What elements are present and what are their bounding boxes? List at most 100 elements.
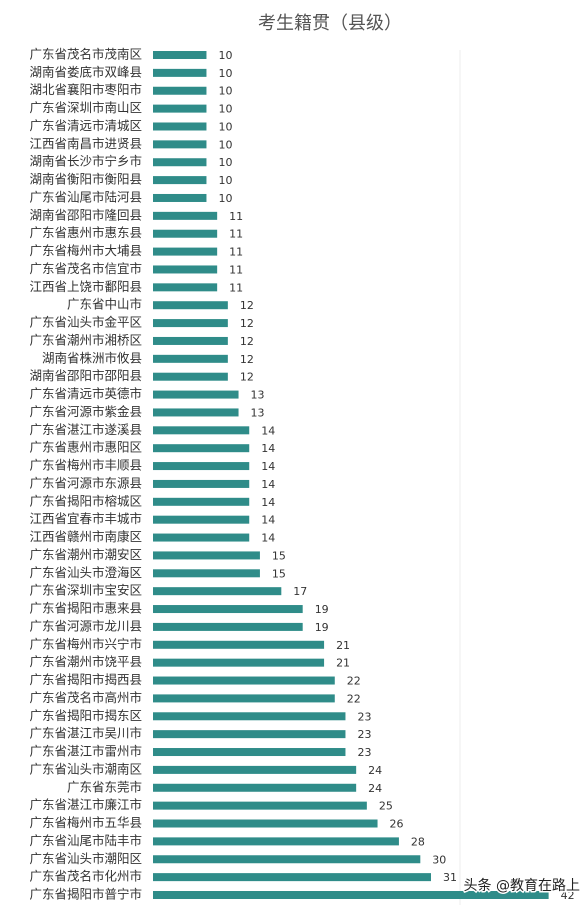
bar <box>153 640 325 649</box>
bar <box>153 676 335 685</box>
value-label: 10 <box>218 49 232 62</box>
bar <box>153 533 250 542</box>
category-label: 广东省河源市东源县 <box>29 475 142 490</box>
category-label: 湖北省襄阳市枣阳市 <box>29 82 142 97</box>
value-label: 22 <box>347 675 361 688</box>
value-label: 14 <box>261 514 275 527</box>
category-label: 广东省湛江市遂溪县 <box>29 422 142 437</box>
value-label: 12 <box>240 317 254 330</box>
bar <box>153 140 207 149</box>
category-label: 湖南省邵阳市隆回县 <box>29 207 142 222</box>
bar <box>153 354 228 363</box>
value-label: 11 <box>229 281 243 294</box>
value-label: 21 <box>336 657 350 670</box>
value-label: 10 <box>218 192 232 205</box>
bar <box>153 658 325 667</box>
category-label: 广东省湛江市吴川市 <box>29 726 142 741</box>
bar <box>153 587 282 596</box>
bar <box>153 301 228 310</box>
value-label: 19 <box>315 621 329 634</box>
category-label: 湖南省长沙市宁乡市 <box>29 154 142 169</box>
value-label: 17 <box>293 585 307 598</box>
value-label: 11 <box>229 246 243 259</box>
value-label: 11 <box>229 263 243 276</box>
bar <box>153 176 207 185</box>
bar <box>153 68 207 77</box>
value-label: 14 <box>261 496 275 509</box>
category-label: 广东省潮州市潮安区 <box>29 547 142 562</box>
value-label: 10 <box>218 85 232 98</box>
value-label: 24 <box>368 782 382 795</box>
bar <box>153 497 250 506</box>
bar <box>153 605 303 614</box>
bar <box>153 515 250 524</box>
value-label: 13 <box>251 389 265 402</box>
value-label: 12 <box>240 299 254 312</box>
category-label: 广东省河源市紫金县 <box>29 404 142 419</box>
bar <box>153 158 207 167</box>
category-label: 江西省宜春市丰城市 <box>29 511 142 526</box>
category-label: 广东省清远市英德市 <box>29 386 142 401</box>
bar <box>153 783 357 792</box>
value-label: 10 <box>218 138 232 151</box>
bar <box>153 765 357 774</box>
bar <box>153 712 346 721</box>
bar <box>153 819 378 828</box>
category-label: 江西省南昌市进贤县 <box>29 136 142 151</box>
category-label: 广东省汕头市潮南区 <box>29 761 142 776</box>
value-label: 14 <box>261 460 275 473</box>
value-label: 21 <box>336 639 350 652</box>
value-label: 31 <box>443 871 457 884</box>
category-label: 广东省梅州市兴宁市 <box>29 636 142 651</box>
category-label: 广东省茂名市高州市 <box>29 690 142 705</box>
category-label: 湖南省衡阳市衡阳县 <box>29 172 142 187</box>
bar <box>153 479 250 488</box>
bar <box>153 444 250 453</box>
bar <box>153 855 421 864</box>
bar <box>153 122 207 131</box>
category-label: 广东省汕头市潮阳区 <box>29 851 142 866</box>
category-label: 江西省赣州市南康区 <box>29 529 142 544</box>
value-label: 11 <box>229 228 243 241</box>
bar <box>153 336 228 345</box>
value-label: 19 <box>315 603 329 616</box>
category-label: 广东省梅州市丰顺县 <box>29 458 142 473</box>
value-label: 10 <box>218 67 232 80</box>
value-label: 11 <box>229 210 243 223</box>
category-label: 广东省东莞市 <box>67 779 142 794</box>
bar <box>153 51 207 59</box>
value-label: 22 <box>347 692 361 705</box>
value-label: 28 <box>411 835 425 848</box>
bar <box>153 694 335 703</box>
value-label: 13 <box>251 406 265 419</box>
category-label: 广东省汕头市澄海区 <box>29 565 142 580</box>
category-label: 湖南省娄底市双峰县 <box>29 64 142 79</box>
category-label: 广东省深圳市宝安区 <box>29 583 142 598</box>
bar <box>153 462 250 471</box>
value-label: 15 <box>272 549 286 562</box>
category-label: 广东省惠州市惠阳区 <box>29 440 142 455</box>
category-label: 广东省惠州市惠东县 <box>29 225 142 240</box>
bar <box>153 193 207 202</box>
bar <box>153 551 260 560</box>
value-label: 10 <box>218 120 232 133</box>
bar <box>153 891 549 899</box>
bar <box>153 265 218 274</box>
category-label: 湖南省邵阳市邵阳县 <box>29 368 142 383</box>
watermark: 头条 @教育在路上 <box>464 877 580 894</box>
value-label: 14 <box>261 424 275 437</box>
bar <box>153 372 228 381</box>
category-label: 广东省汕头市金平区 <box>29 315 142 330</box>
bar <box>153 622 303 631</box>
value-label: 12 <box>240 371 254 384</box>
bar <box>153 801 367 810</box>
value-label: 12 <box>240 353 254 366</box>
value-label: 10 <box>218 174 232 187</box>
category-label: 广东省湛江市廉江市 <box>29 797 142 812</box>
category-label: 广东省揭阳市揭西县 <box>29 672 142 687</box>
value-label: 14 <box>261 478 275 491</box>
category-label: 广东省揭阳市普宁市 <box>29 887 142 902</box>
category-label: 广东省梅州市五华县 <box>29 815 142 830</box>
value-label: 12 <box>240 335 254 348</box>
